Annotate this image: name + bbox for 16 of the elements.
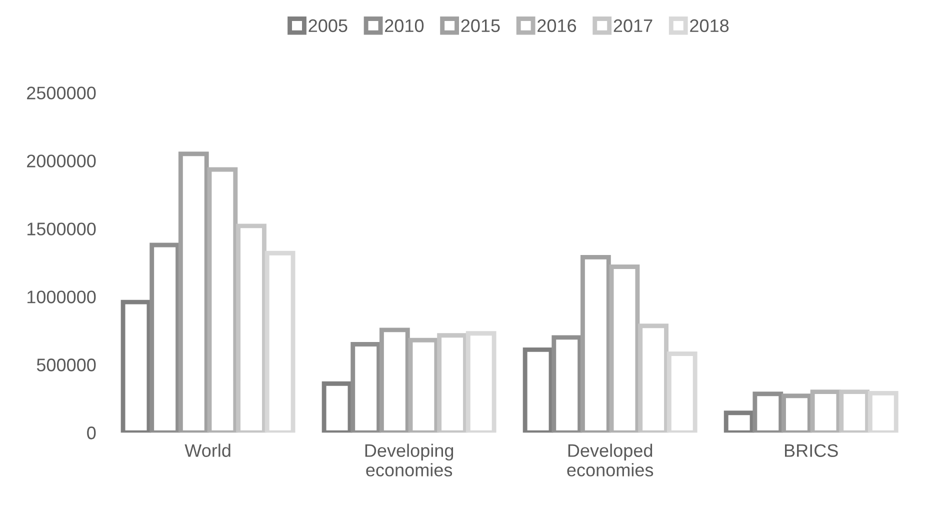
- x-tick-label: Developing economies: [365, 444, 454, 476]
- x-tick-label: World: [184, 444, 230, 457]
- x-tick-label: Developed economies: [567, 444, 654, 476]
- legend-label: 2005: [308, 19, 348, 32]
- y-tick-label: 2000000: [27, 154, 96, 168]
- legend-label: 2016: [538, 19, 576, 32]
- y-tick-label: 500000: [36, 358, 96, 372]
- y-tick-label: 1500000: [28, 222, 96, 236]
- legend-label: 2018: [690, 19, 729, 32]
- y-tick-label: 0: [87, 426, 96, 440]
- legend-label: 2010: [385, 19, 424, 32]
- x-tick-label: BRICS: [785, 444, 838, 457]
- y-tick-label: 2500000: [27, 86, 96, 100]
- y-tick-label: 1000000: [28, 290, 96, 304]
- legend-label: 2015: [461, 19, 500, 32]
- legend-label: 2017: [614, 19, 652, 32]
